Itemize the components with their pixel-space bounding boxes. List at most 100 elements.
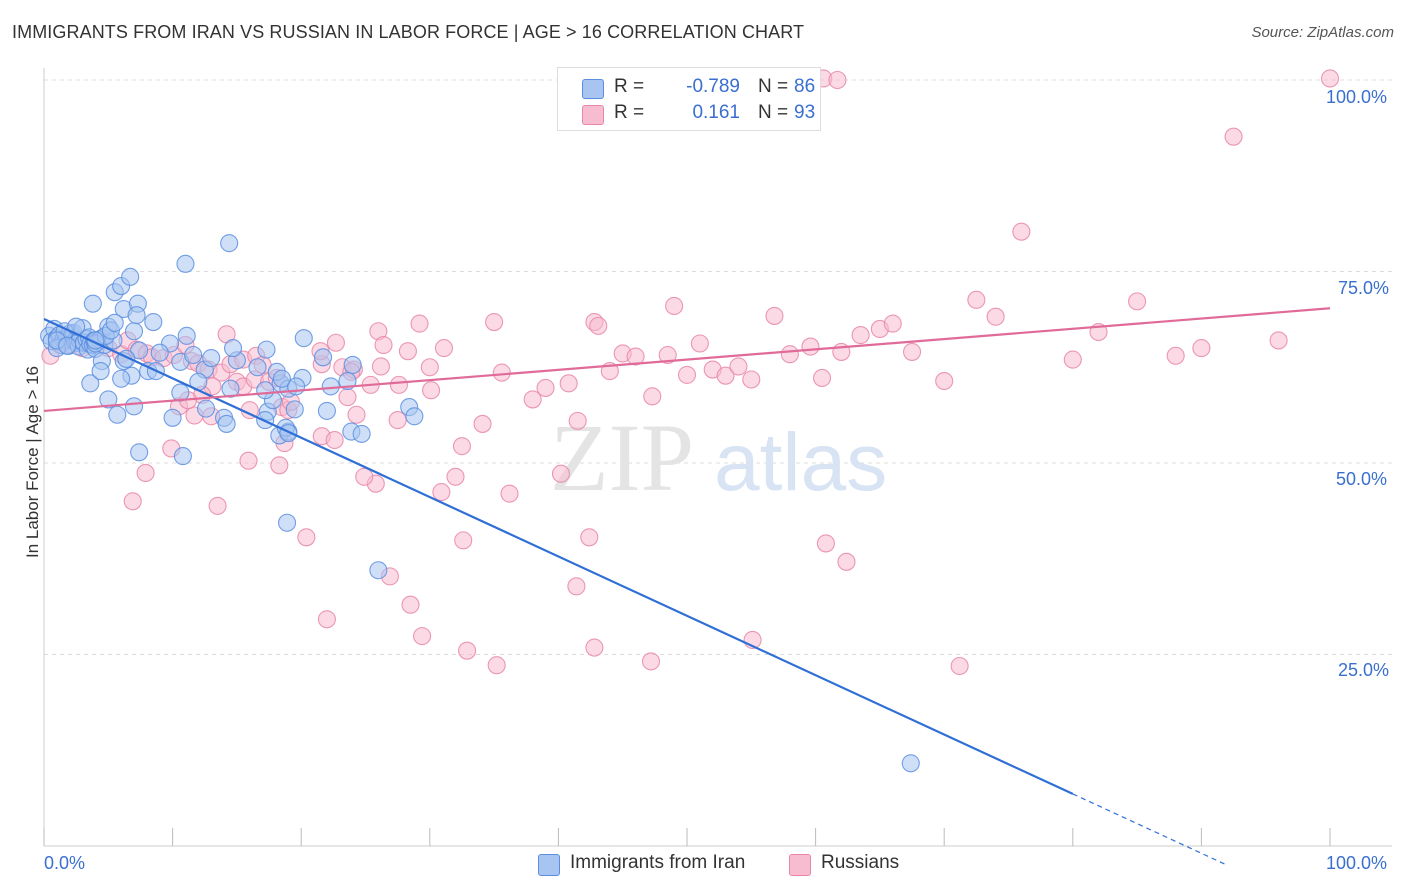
iran-point-74	[108, 405, 127, 424]
iran-point-61	[257, 340, 276, 359]
r-label: R =	[614, 76, 645, 97]
russians-point-115	[828, 70, 847, 90]
russians-point-61	[398, 342, 417, 361]
legend-swatch-russians	[582, 105, 604, 125]
trend-lines	[43, 307, 1331, 866]
russians-point-85	[658, 345, 677, 365]
iran-point-42	[124, 322, 144, 341]
iran-point-83	[314, 348, 333, 367]
iran-point-75	[217, 414, 236, 433]
iran-point-82	[343, 355, 362, 375]
russians-point-106	[1063, 350, 1082, 369]
russians-point-95	[801, 337, 820, 356]
iran-point-49	[121, 267, 140, 286]
russians-point-118	[136, 463, 155, 483]
iran-point-111	[901, 754, 920, 773]
y-axis-label-wrap: In Labor Force | Age > 16	[18, 300, 42, 630]
russians-point-105	[1012, 222, 1031, 241]
stats-legend: R = -0.789 N = 86 R = 0.161 N = 93	[557, 67, 821, 131]
iran-point-70	[99, 390, 118, 409]
iran-point-55	[184, 345, 203, 365]
russians-point-100	[883, 314, 902, 333]
russians-point-66	[452, 437, 472, 456]
chart-title: IMMIGRANTS FROM IRAN VS RUSSIAN IN LABOR…	[12, 22, 805, 42]
legend-swatch-iran	[582, 79, 604, 99]
russians-point-93	[765, 306, 784, 325]
russians-point-60	[410, 314, 429, 333]
russians-point-101	[902, 342, 922, 361]
iran-point-86	[405, 407, 424, 426]
y-tick-label-25: 25.0%	[1338, 660, 1390, 680]
iran-point-68	[223, 339, 243, 358]
russians-point-51	[326, 333, 345, 352]
russians-point-50	[389, 375, 408, 394]
iran-point-45	[144, 313, 163, 332]
n-value: 93	[794, 102, 816, 123]
russians-point-91	[729, 357, 748, 376]
legend-swatch-russians	[789, 854, 811, 876]
axes	[43, 68, 1392, 847]
iran-point-56	[221, 379, 240, 398]
russians-point-45	[338, 388, 357, 407]
iran-point-62	[248, 358, 267, 377]
russians-point-87	[677, 365, 697, 384]
iran-point-105	[285, 400, 304, 419]
y-tick-label-100: 100.0%	[1326, 87, 1388, 107]
iran-point-52	[177, 326, 196, 345]
iran-point-34	[83, 294, 102, 313]
russians-point-92	[742, 370, 761, 389]
iran-point-79	[130, 443, 149, 462]
iran-point-81	[294, 329, 313, 348]
russians-point-70	[492, 363, 511, 382]
russians-point-94	[780, 345, 799, 364]
russians-point-80	[589, 316, 608, 335]
iran-point-69	[81, 374, 100, 393]
russians-point-109	[1166, 346, 1185, 365]
russians-point-73	[536, 378, 555, 397]
russians-point-132	[837, 552, 856, 571]
legend-swatch-iran	[538, 854, 560, 876]
russians-point-90	[716, 366, 735, 385]
trend-line-russians	[43, 307, 1331, 413]
russians-point-127	[487, 656, 506, 675]
russians-point-133	[950, 656, 969, 676]
russians-point-62	[434, 339, 453, 358]
iran-point-44	[105, 313, 124, 332]
russians-point-102	[935, 371, 954, 391]
russians-point-54	[347, 405, 366, 424]
russians-point-75	[551, 464, 571, 483]
iran-point-106	[321, 377, 340, 396]
iran-point-99	[279, 424, 298, 443]
russians-point-111	[1224, 127, 1243, 146]
series-russians-points	[41, 69, 1340, 676]
n-value: 86	[794, 76, 816, 97]
iran-point-66	[220, 234, 239, 253]
russians-point-108	[1128, 292, 1147, 311]
russians-point-76	[568, 411, 587, 430]
russians-point-103	[967, 290, 986, 309]
series-legend: Immigrants from Iran Russians	[0, 852, 1406, 878]
russians-point-129	[641, 652, 661, 671]
russians-point-119	[123, 492, 142, 511]
n-label: N =	[758, 102, 789, 123]
russians-point-86	[665, 296, 684, 316]
trend-line-iran-extension	[1072, 793, 1228, 866]
iran-point-47	[130, 341, 149, 360]
russians-point-65	[446, 467, 465, 486]
russians-point-69	[485, 313, 504, 332]
russians-point-37	[239, 451, 258, 470]
russians-point-64	[432, 483, 451, 502]
iran-point-73	[163, 408, 182, 427]
x-tick-label-left: 0.0%	[44, 853, 86, 873]
russians-point-49	[388, 411, 407, 430]
iran-point-110	[278, 513, 297, 532]
gridlines	[44, 79, 1392, 655]
y-tick-label-50: 50.0%	[1336, 469, 1388, 489]
russians-point-68	[473, 414, 492, 433]
r-value: -0.789	[686, 76, 740, 97]
iran-point-98	[256, 381, 275, 400]
trend-line-iran	[43, 317, 1074, 795]
russians-point-120	[208, 496, 227, 515]
russians-point-78	[580, 528, 599, 547]
